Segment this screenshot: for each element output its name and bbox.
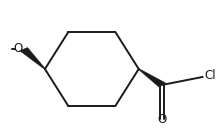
Text: O: O — [158, 113, 167, 126]
Polygon shape — [20, 47, 46, 69]
Text: O: O — [13, 42, 23, 55]
Polygon shape — [138, 69, 166, 87]
Text: Cl: Cl — [205, 69, 216, 82]
